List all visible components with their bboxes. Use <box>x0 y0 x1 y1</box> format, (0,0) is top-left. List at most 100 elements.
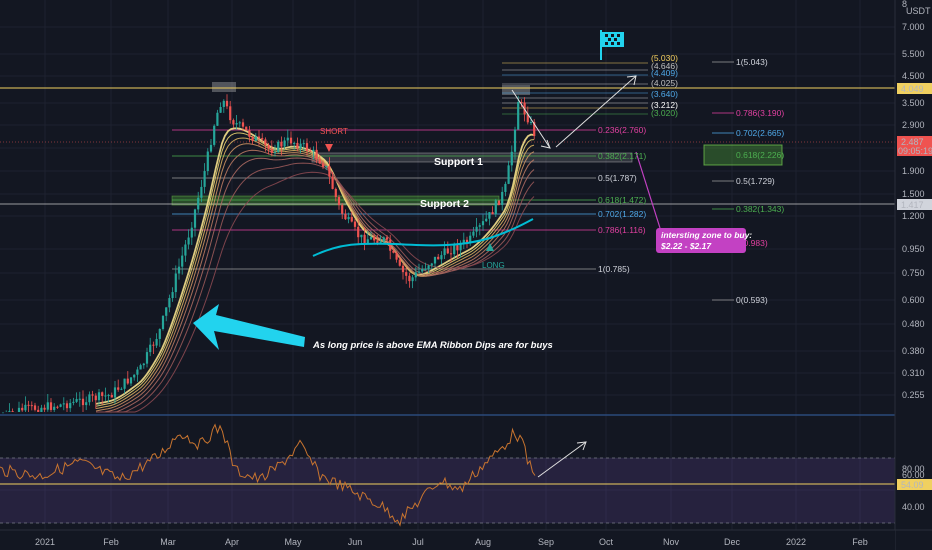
candle-body <box>261 138 264 140</box>
time-tick: Dec <box>724 537 741 547</box>
candle-body <box>245 126 248 131</box>
candle-body <box>504 183 507 192</box>
price-tick: 1.500 <box>902 189 925 199</box>
candle-body <box>305 143 309 151</box>
fib-left-5: 0.5(1.787) <box>598 173 637 183</box>
cyan-arrow <box>193 304 305 350</box>
fib-left-382: 0.382(2.171) <box>598 151 646 161</box>
candle-body <box>366 239 369 244</box>
candle-body <box>229 106 232 121</box>
current-time-text: 09:05:19 <box>898 146 932 156</box>
candle-body <box>277 141 280 152</box>
candle-body <box>158 328 161 339</box>
fib-stack-label: (4.025) <box>651 78 678 88</box>
candle-body <box>78 398 81 400</box>
candle-body <box>43 407 46 410</box>
candle-body <box>21 407 24 411</box>
candle-body <box>302 143 305 145</box>
candle-body <box>91 394 94 396</box>
price-ticks: 7.0005.5004.5003.5002.9002.3001.9001.500… <box>902 22 925 400</box>
ema-ribbon-line <box>96 171 535 413</box>
candle-body <box>254 136 257 141</box>
candle-body <box>238 122 241 124</box>
fib-left-786: 0.786(1.116) <box>598 225 646 235</box>
candle-body <box>427 265 430 269</box>
candle-body <box>213 125 216 145</box>
candle-body <box>411 277 414 282</box>
top-zone-march <box>212 82 236 92</box>
time-tick: Aug <box>475 537 491 547</box>
fib-618-zone-right <box>703 144 783 166</box>
candle-body <box>33 405 37 410</box>
candle-body <box>337 197 341 206</box>
candle-body <box>376 240 379 244</box>
candle-body <box>379 241 382 244</box>
candle-body <box>465 239 469 243</box>
badge-current-price <box>897 136 932 156</box>
candle-body <box>17 407 21 412</box>
time-tick: Apr <box>225 537 239 547</box>
candle-body <box>501 191 504 205</box>
candle-body <box>49 402 53 410</box>
price-tick: 0.750 <box>902 268 925 278</box>
time-tick: Mar <box>160 537 176 547</box>
rsi-tick: 80.00 <box>902 464 925 474</box>
candle-body <box>139 365 142 370</box>
candle-body <box>62 403 65 405</box>
candle-body <box>270 148 273 153</box>
fib-stack-lines <box>502 62 648 115</box>
time-tick: Oct <box>599 537 614 547</box>
badge-1417 <box>897 199 932 210</box>
candle-body <box>325 166 328 168</box>
badge-rsi <box>897 479 932 490</box>
badge-1417-text: 1.417 <box>901 200 924 210</box>
candle-body <box>85 402 88 406</box>
candle-body <box>395 252 398 260</box>
price-tick: 1.900 <box>902 166 925 176</box>
arrow-note: As long price is above EMA Ribbon Dips a… <box>312 340 553 351</box>
candle-body <box>56 406 59 408</box>
candle-body <box>456 245 459 251</box>
time-tick: Jul <box>412 537 424 547</box>
ema-ribbon-line <box>95 143 535 412</box>
candle-body <box>331 176 334 189</box>
candle-body <box>289 137 293 144</box>
candle-body <box>296 142 299 149</box>
fib-right-5: 0.5(1.729) <box>736 176 775 186</box>
price-tick: 5.500 <box>902 49 925 59</box>
candle-body <box>129 377 133 384</box>
candle-body <box>257 136 261 139</box>
long-marker-icon <box>486 243 494 251</box>
candle-body <box>318 159 321 164</box>
candle-body <box>401 265 405 273</box>
price-tick: 0.950 <box>902 244 925 254</box>
candle-body <box>113 387 117 398</box>
candle-body <box>24 404 27 411</box>
time-ticks: 2021 Feb Mar Apr May Jun Jul Aug Sep Oct Nov Dec 202… <box>35 537 868 547</box>
price-tick: 0.310 <box>902 368 925 378</box>
time-tick: Jun <box>348 537 363 547</box>
candle-body <box>165 307 168 316</box>
finish-flag-icon <box>600 30 624 60</box>
candle-body <box>334 188 337 198</box>
candle-body <box>267 145 270 149</box>
time-tick: Feb <box>103 537 119 547</box>
candle-body <box>472 231 475 236</box>
candle-body <box>283 140 286 147</box>
candle-body <box>293 142 296 144</box>
candle-body <box>46 402 49 410</box>
fib-right-0: 0(0.593) <box>736 295 768 305</box>
fib-right-236: 6(0.983) <box>736 238 768 248</box>
fib-right-618: 0.618(2.226) <box>736 150 784 160</box>
short-label: SHORT <box>320 127 348 136</box>
candle-body <box>360 234 363 238</box>
candle-body <box>59 404 62 407</box>
candle-body <box>414 272 417 278</box>
rsi-line <box>0 423 536 527</box>
candle-body <box>408 275 411 282</box>
candle-body <box>168 298 171 308</box>
candle-body <box>315 149 318 160</box>
candle-body <box>417 271 421 273</box>
candle-body <box>142 363 145 366</box>
